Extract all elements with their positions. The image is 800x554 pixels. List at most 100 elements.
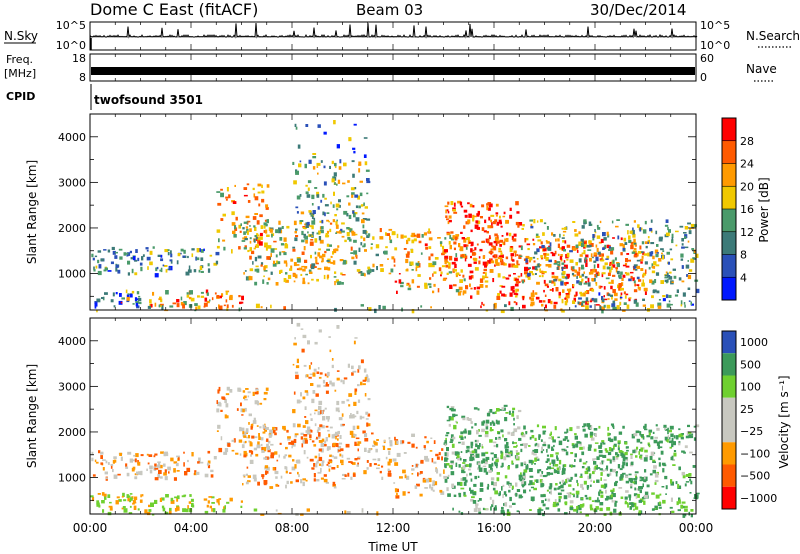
velocity-cell <box>416 463 418 467</box>
velocity-cell <box>657 445 660 449</box>
power-cell <box>612 259 615 264</box>
velocity-cell <box>572 444 575 449</box>
power-cell <box>333 191 335 196</box>
power-cell <box>523 258 527 261</box>
power-cell <box>358 205 361 209</box>
velocity-cell <box>507 453 511 458</box>
power-cell <box>441 265 446 268</box>
power-cell <box>532 243 536 246</box>
velocity-cell <box>593 428 598 431</box>
velocity-cell <box>485 508 489 511</box>
velocity-cell <box>187 505 189 510</box>
power-cell <box>232 230 236 234</box>
velocity-cell <box>495 437 498 440</box>
power-cell <box>449 255 453 261</box>
velocity-cell <box>362 379 367 382</box>
power-cell <box>272 263 277 267</box>
velocity-cell <box>557 436 560 439</box>
power-cell <box>458 243 461 248</box>
power-cell <box>334 164 337 169</box>
velocity-cell <box>125 466 129 469</box>
velocity-cell <box>469 472 472 476</box>
power-cell <box>485 272 487 277</box>
velocity-cell <box>518 494 523 499</box>
power-cell <box>509 232 512 237</box>
velocity-cell <box>536 458 540 461</box>
velocity-cell <box>100 462 104 465</box>
velocity-cell <box>292 409 296 414</box>
power-cell <box>611 303 616 308</box>
velocity-cell <box>135 453 139 458</box>
power-cell <box>200 291 204 294</box>
velocity-cell <box>302 334 307 339</box>
velocity-cell <box>220 436 223 441</box>
velocity-cell <box>366 422 369 427</box>
power-cell <box>542 232 545 236</box>
power-cell <box>642 251 645 255</box>
velocity-cell <box>309 373 313 376</box>
velocity-cell <box>599 502 604 506</box>
velocity-cell <box>656 441 660 446</box>
velocity-cell <box>497 437 502 440</box>
power-cell <box>246 230 249 235</box>
power-cell <box>450 231 454 234</box>
power-cell <box>537 263 540 268</box>
velocity-cell <box>517 409 522 413</box>
power-cell <box>294 231 297 234</box>
velocity-cell <box>314 409 318 412</box>
power-cell <box>615 269 618 273</box>
velocity-cell <box>257 481 260 486</box>
power-cell <box>546 226 549 230</box>
power-cell <box>529 219 533 222</box>
power-cell <box>641 255 644 259</box>
velocity-cell <box>668 437 671 440</box>
velocity-cell <box>554 499 557 504</box>
velocity-cell <box>280 475 283 479</box>
velocity-cell <box>656 427 660 431</box>
velocity-colorbar-tick-label: −100 <box>740 447 770 460</box>
power-cell <box>305 225 309 228</box>
velocity-cell <box>335 443 339 447</box>
power-cell <box>565 276 568 280</box>
power-cell <box>398 273 401 275</box>
power-cell <box>317 124 321 128</box>
velocity-colorbar-swatch <box>722 397 736 420</box>
velocity-cell <box>598 454 603 457</box>
velocity-cell <box>317 471 322 474</box>
velocity-cell <box>503 404 508 407</box>
power-cell <box>457 200 461 204</box>
velocity-cell <box>582 425 585 428</box>
velocity-cell <box>618 450 623 454</box>
velocity-cell <box>507 431 511 435</box>
velocity-cell <box>283 427 286 431</box>
power-cell <box>231 249 233 254</box>
power-cell <box>278 227 282 231</box>
power-cell <box>353 239 357 243</box>
power-cell <box>536 281 540 285</box>
velocity-cell <box>458 492 461 496</box>
power-cell <box>249 228 252 232</box>
velocity-cell <box>511 460 514 464</box>
power-cell <box>515 201 519 206</box>
velocity-cell <box>270 452 275 456</box>
power-cell <box>576 271 581 276</box>
velocity-cell <box>326 416 330 420</box>
velocity-cell <box>610 489 614 492</box>
power-cell <box>600 238 604 243</box>
velocity-cell <box>561 450 566 452</box>
velocity-cell <box>181 495 186 498</box>
power-cell <box>646 241 649 244</box>
power-cell <box>472 205 475 208</box>
power-cell <box>135 249 138 253</box>
velocity-cell <box>354 458 358 461</box>
power-cell <box>305 273 308 276</box>
power-cell <box>335 224 339 229</box>
velocity-cell <box>618 431 623 435</box>
power-cell <box>486 231 489 234</box>
velocity-cell <box>183 462 185 467</box>
velocity-cell <box>146 453 149 456</box>
velocity-cell <box>123 499 127 502</box>
velocity-cell <box>423 445 426 449</box>
power-cell <box>539 219 543 223</box>
power-cell <box>583 249 586 255</box>
